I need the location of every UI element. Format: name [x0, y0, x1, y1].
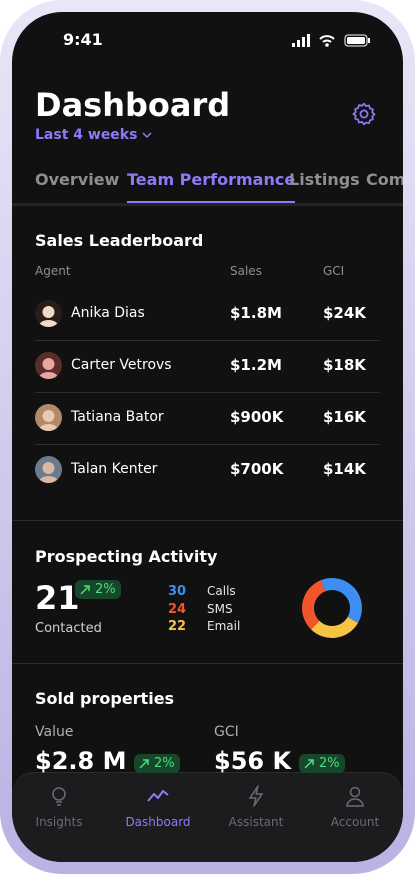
agent-name: Anika Dias [71, 305, 145, 321]
agent-gci: $14K [323, 460, 366, 478]
nav-label[interactable]: Account [330, 815, 380, 829]
settings-icon[interactable] [351, 101, 377, 127]
change-badge: 2% [299, 754, 345, 773]
period-selector[interactable]: Last 4 weeks [35, 127, 152, 143]
agent-avatar [35, 352, 62, 379]
column-header: GCI [323, 264, 345, 278]
donut-segment [311, 616, 358, 638]
nav-icon [344, 785, 366, 811]
column-header: Agent [35, 264, 71, 278]
row-divider [35, 340, 380, 341]
change-badge: 2% [75, 580, 121, 599]
activity-label: Calls [207, 584, 236, 598]
row-divider [35, 444, 380, 445]
section-title: Sold properties [35, 689, 175, 708]
period-label: Last 4 weeks [35, 127, 138, 143]
column-header: Sales [230, 264, 262, 278]
change-value: 2% [319, 756, 340, 771]
metric-label: GCI [214, 724, 239, 740]
agent-name: Carter Vetrovs [71, 357, 172, 373]
activity-count: 22 [168, 619, 187, 634]
contacted-total: 21 [35, 579, 80, 617]
trend-icon [80, 585, 90, 595]
section-divider [12, 520, 403, 521]
donut-segment [302, 580, 326, 630]
agent-name: Tatiana Bator [71, 409, 164, 425]
contacted-label: Contacted [35, 621, 102, 636]
nav-label[interactable]: Dashboard [125, 815, 191, 829]
tabs-divider [12, 203, 403, 206]
tab[interactable]: Listings [289, 170, 360, 189]
chevron-icon [142, 132, 152, 139]
agent-avatar [35, 456, 62, 483]
nav-icon [48, 785, 70, 811]
screen: 9:41 Dashboard Last 4 weeks Sales Leader… [12, 12, 403, 862]
nav-icon [147, 785, 169, 811]
metric-value: $56 K [214, 747, 292, 775]
row-divider [35, 392, 380, 393]
active-tab-indicator [127, 201, 295, 203]
agent-sales: $900K [230, 408, 284, 426]
tab[interactable]: Team Performance [127, 170, 296, 189]
agent-gci: $16K [323, 408, 366, 426]
agent-sales: $1.8M [230, 304, 282, 322]
activity-count: 24 [168, 601, 187, 617]
change-badge: 2% [134, 754, 180, 773]
status-icons [292, 34, 370, 47]
trend-icon [304, 759, 314, 769]
donut-segment [320, 578, 362, 623]
nav-label[interactable]: Assistant [228, 815, 284, 829]
agent-gci: $18K [323, 356, 366, 374]
change-value: 2% [154, 756, 175, 771]
tab[interactable]: Overview [35, 170, 120, 189]
status-time: 9:41 [63, 30, 103, 49]
page-title: Dashboard [35, 86, 231, 124]
change-value: 2% [95, 582, 116, 597]
section-title: Prospecting Activity [35, 547, 218, 566]
agent-sales: $1.2M [230, 356, 282, 374]
activity-label: SMS [207, 601, 233, 616]
metric-label: Value [35, 724, 74, 740]
agent-gci: $24K [323, 304, 366, 322]
section-title: Sales Leaderboard [35, 231, 204, 250]
agent-sales: $700K [230, 460, 284, 478]
nav-icon [245, 785, 267, 811]
agent-avatar [35, 404, 62, 431]
section-divider [12, 663, 403, 664]
trend-icon [139, 759, 149, 769]
metric-value: $2.8 M [35, 747, 127, 775]
tab[interactable]: Com [366, 170, 403, 189]
activity-count: 30 [168, 584, 187, 599]
bottom-navigation: Insights Dashboard Assistant Account [12, 772, 403, 862]
activity-donut [302, 578, 362, 638]
agent-avatar [35, 300, 62, 327]
nav-label[interactable]: Insights [35, 815, 83, 829]
activity-label: Email [207, 619, 241, 633]
agent-name: Talan Kenter [71, 461, 158, 477]
